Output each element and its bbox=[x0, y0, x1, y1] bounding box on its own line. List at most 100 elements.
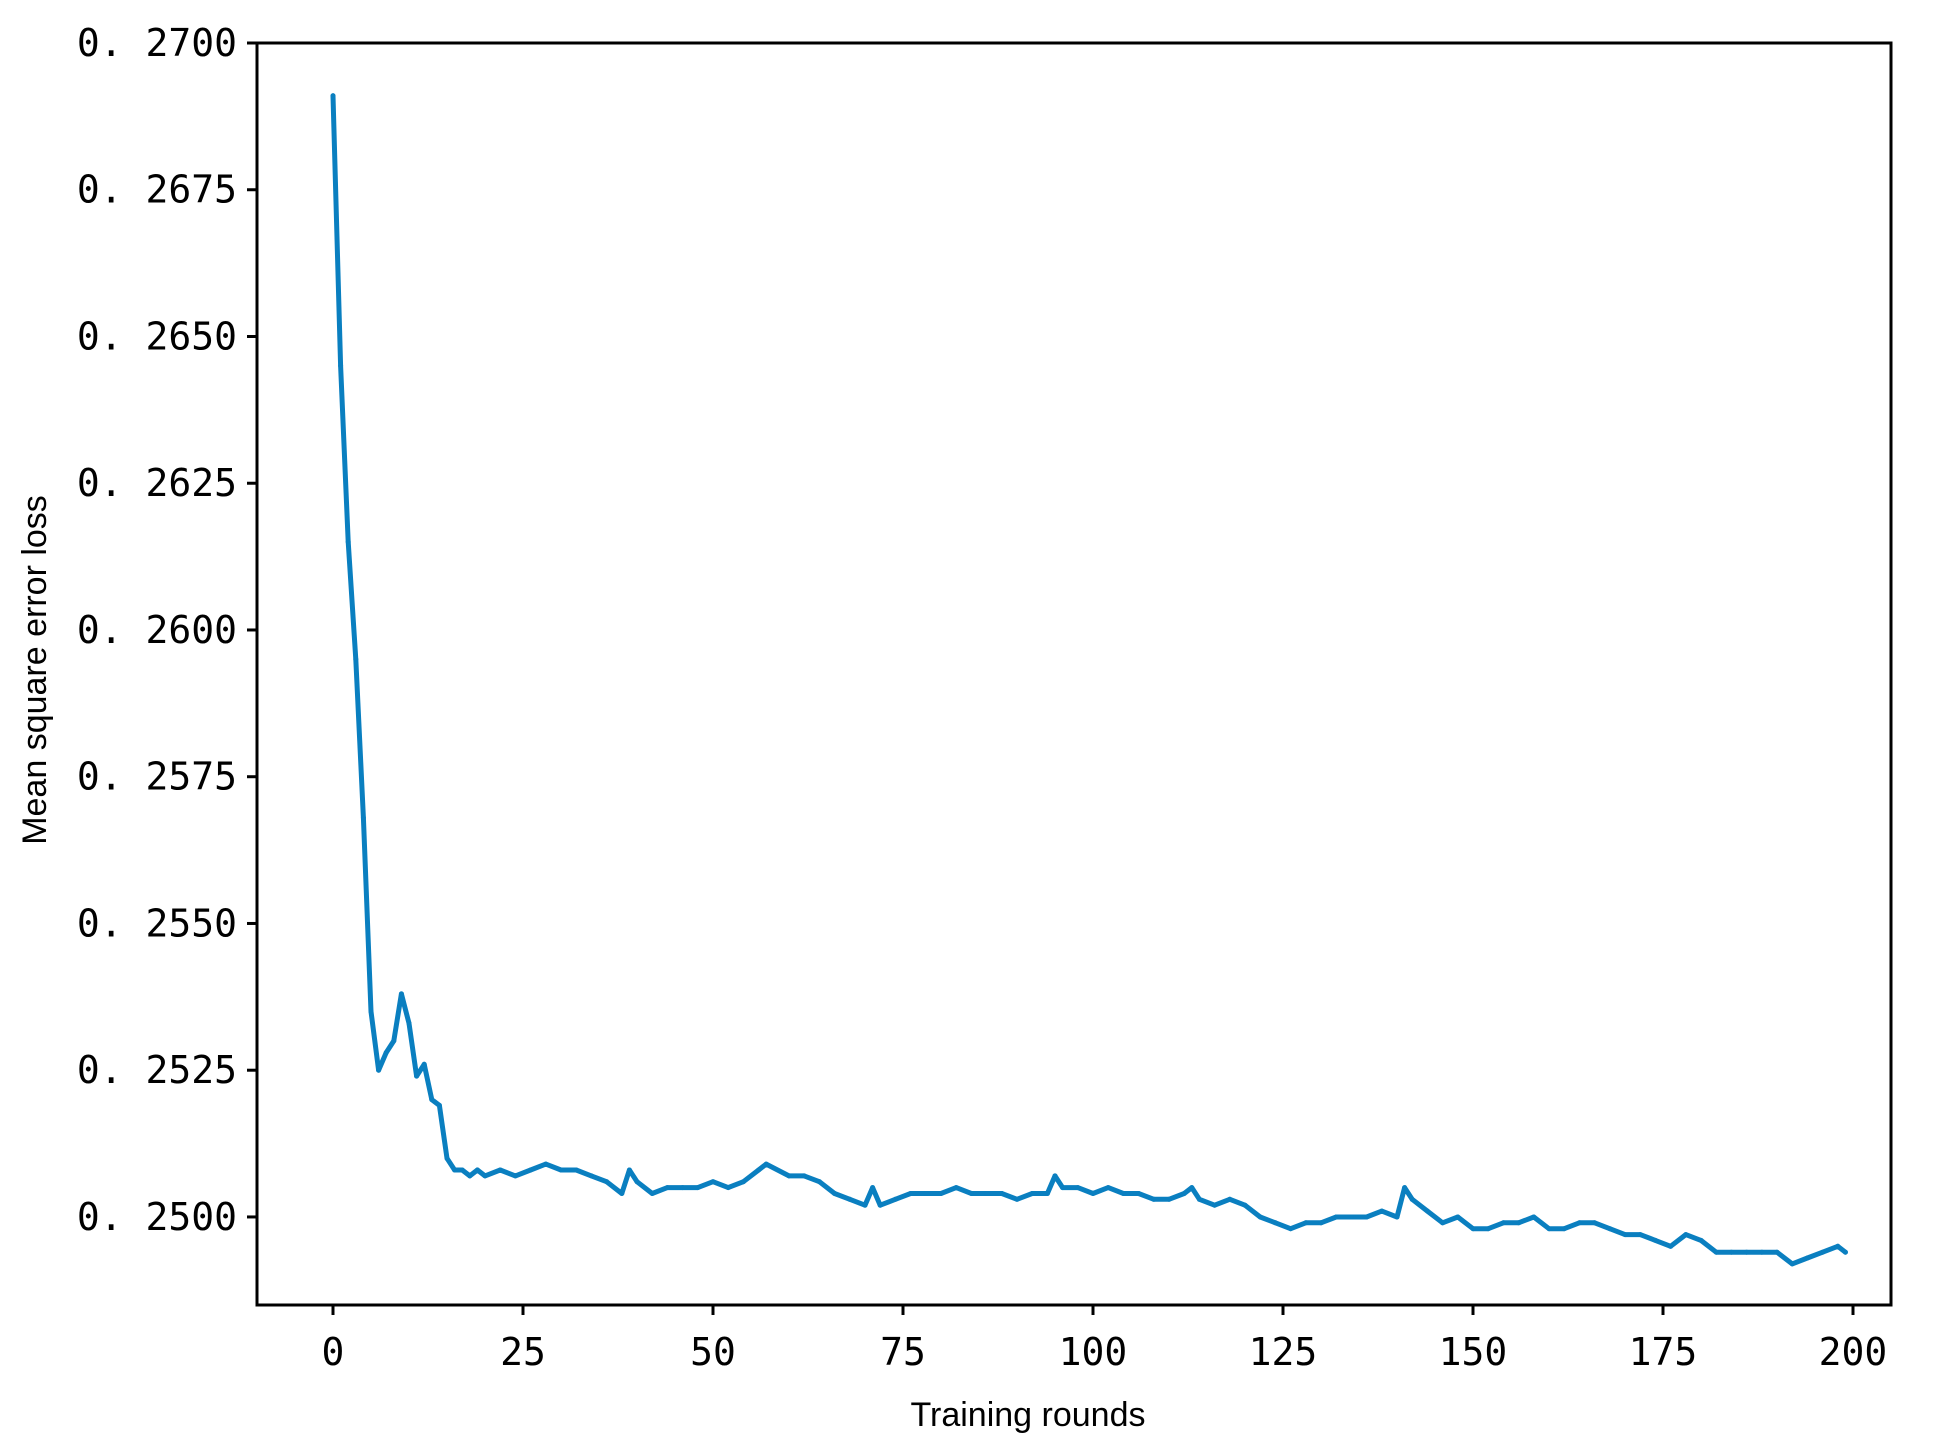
data-point bbox=[619, 1191, 625, 1196]
data-point bbox=[1652, 1237, 1658, 1243]
data-point bbox=[474, 1167, 480, 1173]
data-point bbox=[1531, 1214, 1537, 1220]
data-point bbox=[543, 1161, 549, 1167]
data-point bbox=[1364, 1214, 1370, 1220]
x-tick-label: 0 bbox=[322, 1330, 345, 1374]
data-point bbox=[1516, 1220, 1522, 1226]
data-point bbox=[459, 1167, 465, 1173]
data-point bbox=[588, 1173, 594, 1179]
data-point bbox=[847, 1196, 853, 1202]
data-point bbox=[892, 1196, 898, 1202]
data-point bbox=[429, 1097, 435, 1103]
data-point bbox=[801, 1173, 807, 1179]
data-point bbox=[1455, 1214, 1461, 1220]
data-point bbox=[1561, 1226, 1567, 1232]
data-point bbox=[1257, 1214, 1263, 1220]
data-point bbox=[1402, 1185, 1408, 1191]
data-point bbox=[634, 1179, 640, 1185]
data-point bbox=[953, 1185, 959, 1191]
data-point bbox=[497, 1167, 503, 1173]
data-point bbox=[1052, 1173, 1058, 1179]
data-point bbox=[877, 1202, 883, 1208]
data-point bbox=[452, 1167, 458, 1173]
data-point bbox=[1181, 1191, 1187, 1196]
data-point bbox=[467, 1173, 473, 1179]
plot-frame bbox=[255, 41, 1893, 1307]
data-point bbox=[1189, 1185, 1195, 1191]
data-point bbox=[1744, 1249, 1750, 1255]
data-point bbox=[832, 1191, 838, 1196]
data-point bbox=[1500, 1220, 1506, 1226]
data-point bbox=[1120, 1191, 1126, 1196]
data-point bbox=[1713, 1249, 1719, 1255]
data-point bbox=[444, 1155, 450, 1161]
data-point bbox=[604, 1179, 610, 1185]
data-point bbox=[573, 1167, 579, 1173]
data-point bbox=[1029, 1191, 1035, 1196]
data-point bbox=[984, 1191, 990, 1196]
data-point bbox=[421, 1061, 427, 1067]
data-point bbox=[1637, 1232, 1643, 1238]
x-tick-label: 200 bbox=[1819, 1330, 1888, 1374]
data-point bbox=[1136, 1191, 1142, 1196]
data-point bbox=[1090, 1191, 1096, 1196]
data-point bbox=[383, 1050, 389, 1056]
data-point bbox=[1227, 1196, 1233, 1202]
data-point bbox=[1348, 1214, 1354, 1220]
y-tick-label: 0. 2700 bbox=[77, 21, 237, 65]
data-point bbox=[1759, 1249, 1765, 1255]
data-point bbox=[1151, 1196, 1157, 1202]
data-point bbox=[1440, 1220, 1446, 1226]
data-point bbox=[1242, 1202, 1248, 1208]
data-point bbox=[816, 1179, 822, 1185]
data-point bbox=[626, 1167, 632, 1173]
data-point bbox=[1842, 1249, 1848, 1255]
x-tick-label: 175 bbox=[1629, 1330, 1698, 1374]
data-point bbox=[1668, 1243, 1674, 1249]
data-point bbox=[558, 1167, 564, 1173]
data-point bbox=[756, 1167, 762, 1173]
data-point bbox=[1075, 1185, 1081, 1191]
data-point bbox=[1394, 1214, 1400, 1220]
data-point bbox=[695, 1185, 701, 1191]
data-point bbox=[1683, 1232, 1689, 1238]
data-point bbox=[1470, 1226, 1476, 1232]
data-point bbox=[649, 1191, 655, 1196]
data-point bbox=[353, 656, 359, 662]
data-point bbox=[1212, 1202, 1218, 1208]
data-point bbox=[710, 1179, 716, 1185]
data-point bbox=[1318, 1220, 1324, 1226]
data-point bbox=[1698, 1237, 1704, 1243]
data-point bbox=[1576, 1220, 1582, 1226]
data-point bbox=[345, 539, 351, 545]
y-tick-label: 0. 2575 bbox=[77, 755, 237, 799]
x-tick-label: 125 bbox=[1249, 1330, 1318, 1374]
loss-line bbox=[330, 93, 1848, 1267]
data-point bbox=[338, 363, 344, 369]
data-point bbox=[968, 1191, 974, 1196]
data-point bbox=[1789, 1261, 1795, 1267]
data-point bbox=[398, 991, 404, 997]
data-point bbox=[908, 1191, 914, 1196]
data-point bbox=[368, 1009, 374, 1014]
data-point bbox=[1424, 1208, 1430, 1214]
data-point bbox=[870, 1185, 876, 1191]
data-point bbox=[725, 1185, 731, 1191]
data-point bbox=[512, 1173, 518, 1179]
x-tick-label: 50 bbox=[690, 1330, 736, 1374]
data-point bbox=[1835, 1243, 1841, 1249]
data-point bbox=[1379, 1208, 1385, 1214]
data-point bbox=[938, 1191, 944, 1196]
data-point bbox=[1288, 1226, 1294, 1232]
data-point bbox=[528, 1167, 534, 1173]
x-tick-label: 150 bbox=[1439, 1330, 1508, 1374]
y-tick-label: 0. 2550 bbox=[77, 901, 237, 945]
data-point bbox=[1060, 1185, 1066, 1191]
data-point bbox=[376, 1067, 382, 1073]
data-point bbox=[1333, 1214, 1339, 1220]
y-tick-label: 0. 2600 bbox=[77, 608, 237, 652]
data-point bbox=[1196, 1196, 1202, 1202]
data-point bbox=[740, 1179, 746, 1185]
data-point bbox=[391, 1038, 397, 1044]
data-point bbox=[1485, 1226, 1491, 1232]
